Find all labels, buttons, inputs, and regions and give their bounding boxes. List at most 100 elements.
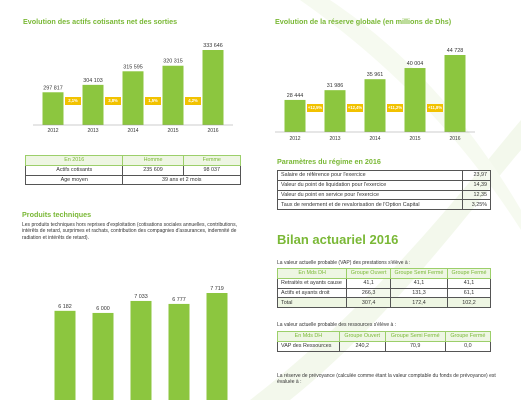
data-label: 7 719 xyxy=(210,286,224,292)
workforce-table-wrap: En 2016 Homme Femme Actifs cotisants 235 609… xyxy=(24,155,242,186)
growth-tag-label: +12,5% xyxy=(308,105,323,110)
header-cell: Groupe Semi Fermé xyxy=(389,268,449,279)
x-tick-label: 2013 xyxy=(329,136,340,142)
data-label: 6 000 xyxy=(96,306,110,312)
cell: Salaire de référence pour l'exercice xyxy=(277,170,463,181)
growth-tag xyxy=(307,104,323,112)
growth-tag-label: +12,4% xyxy=(348,105,363,110)
cell: 23,97 xyxy=(461,170,492,181)
cell: 235 609 xyxy=(122,164,184,176)
growth-tag xyxy=(387,104,403,112)
growth-tag xyxy=(65,97,81,105)
cell: 240,2 xyxy=(338,340,386,352)
cell: 41,1 xyxy=(389,277,449,289)
cell: VAP des Ressources xyxy=(277,340,340,352)
chart-title: Evolution de la réserve globale (en mill… xyxy=(275,17,452,26)
cell: 41,1 xyxy=(346,277,391,289)
bar xyxy=(206,293,228,400)
section-title: Paramètres du régime en 2016 xyxy=(277,157,381,166)
x-tick-label: 2013 xyxy=(87,128,98,134)
data-label: 28 444 xyxy=(287,93,304,99)
bar xyxy=(82,84,104,125)
header-row: En Mds DH Groupe Ouvert Groupe Semi Fermé G… xyxy=(277,331,492,342)
bilan-table: En Mds DH Groupe Ouvert Groupe Semi Fermé G… xyxy=(276,268,491,309)
data-label: 31 986 xyxy=(327,83,344,89)
header-cell: Femme xyxy=(182,155,242,166)
workforce-table: En 2016 Homme Femme Actifs cotisants 235 609… xyxy=(24,155,242,186)
data-label: 320 315 xyxy=(163,59,183,65)
header-cell: En Mds DH xyxy=(276,268,348,279)
cell: 172,4 xyxy=(389,297,449,309)
chart: Evolution des actifs cotisants net des s… xyxy=(23,17,233,134)
growth-tag-label: 3,8% xyxy=(108,98,118,103)
x-tick-label: 2014 xyxy=(127,128,138,134)
cell: 307,4 xyxy=(346,297,391,309)
row: Salaire de référence pour l'exercice 23,9… xyxy=(277,170,492,181)
header-cell: En Mds DH xyxy=(277,331,340,342)
table-wrap: En Mds DH Groupe Ouvert Groupe Semi Fermé G… xyxy=(277,331,492,352)
row: Actifs cotisants 235 609 98 037 xyxy=(24,164,242,176)
x-tick-label: 2015 xyxy=(167,128,178,134)
bar xyxy=(324,90,346,132)
data-label: 315 595 xyxy=(123,64,143,70)
header-cell: Groupe Fermé xyxy=(444,331,492,342)
bar xyxy=(284,99,306,132)
paragraph: Les produits techniques hors reprises d'… xyxy=(22,222,237,241)
cell: 61,1 xyxy=(447,287,491,299)
growth-tag xyxy=(105,97,121,105)
row: Retraités et ayants cause 41,1 41,1 41,1 xyxy=(276,277,491,289)
header-cell: Groupe Semi Fermé xyxy=(384,331,446,342)
cell: Total xyxy=(276,297,348,309)
row: Valeur du point en service pour l'exerci… xyxy=(277,189,492,201)
chart-title: Evolution des actifs cotisants net des s… xyxy=(23,17,177,26)
cell: 131,3 xyxy=(389,287,449,299)
header-cell: Groupe Ouvert xyxy=(346,268,391,279)
bar xyxy=(202,50,224,125)
cell: Actifs et ayants droit xyxy=(276,287,348,299)
paragraph: La valeur actuelle probable (VAP) des pr… xyxy=(277,260,411,266)
growth-tag xyxy=(427,104,443,112)
bar xyxy=(42,92,64,125)
growth-tag xyxy=(185,97,201,105)
growth-tag xyxy=(347,104,363,112)
bar xyxy=(54,310,76,400)
growth-tag-label: 2,1% xyxy=(68,98,78,103)
bar xyxy=(122,71,144,125)
cell: Actifs cotisants xyxy=(24,164,124,176)
growth-tag-label: 1,5% xyxy=(148,98,158,103)
header-cell: Groupe Fermé xyxy=(447,268,491,279)
x-tick-label: 2016 xyxy=(449,136,460,142)
growth-tag-label: 4,2% xyxy=(188,98,198,103)
cell: Taux de rendement et de revalorisation d… xyxy=(277,199,463,211)
section-title: Produits techniques xyxy=(22,210,92,219)
bar xyxy=(168,303,190,400)
cell: Age moyen xyxy=(24,174,124,186)
cell: Valeur du point en service pour l'exerci… xyxy=(277,189,463,201)
x-tick-label: 2016 xyxy=(207,128,218,134)
x-tick-label: 2012 xyxy=(47,128,58,134)
growth-tag xyxy=(145,97,161,105)
growth-tag-label: +11,2% xyxy=(388,105,402,110)
cell: 3,25% xyxy=(461,199,492,211)
x-tick-label: 2014 xyxy=(369,136,380,142)
parameters-table-wrap: Salaire de référence pour l'exercice 23,9… xyxy=(277,170,492,211)
growth-tag-label: +11,8% xyxy=(428,105,442,110)
header-row: En Mds DH Groupe Ouvert Groupe Semi Fermé G… xyxy=(276,268,491,279)
cell: 102,2 xyxy=(447,297,491,309)
cell: 14,39 xyxy=(461,179,492,191)
row: Age moyen 39 ans et 2 mois xyxy=(24,174,241,186)
section-title: Bilan actuariel 2016 xyxy=(277,232,399,247)
bar xyxy=(444,55,466,132)
data-label: 333 646 xyxy=(203,43,223,49)
row: Taux de rendement et de revalorisation d… xyxy=(277,199,492,211)
parameters-table: Salaire de référence pour l'exercice 23,9… xyxy=(277,170,492,211)
cell: 70,9 xyxy=(384,340,446,352)
bar xyxy=(130,300,152,400)
paragraph: La réserve de prévoyance (calculée comme… xyxy=(277,373,496,386)
cell: 39 ans et 2 mois xyxy=(122,174,241,186)
x-tick-label: 2012 xyxy=(289,136,300,142)
data-label: 297 817 xyxy=(43,85,63,91)
cell: 266,3 xyxy=(346,287,391,299)
cell: 98 037 xyxy=(182,164,242,176)
